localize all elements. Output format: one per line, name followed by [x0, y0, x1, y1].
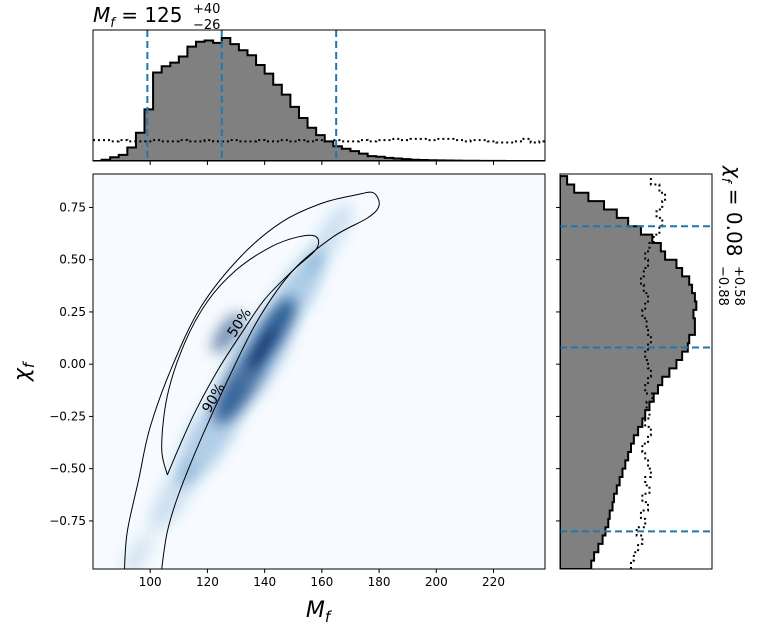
top-marginal-histogram: Mf = 125 +40 −26	[92, 2, 546, 165]
x-tick-label: 220	[482, 575, 505, 589]
right-marginal-histogram: χf = 0.08 +0.58 −0.88	[556, 165, 746, 570]
svg-text:χf = 0.08: χf = 0.08	[718, 165, 746, 256]
density-blob	[306, 202, 353, 273]
y-tick-label: 0.25	[59, 305, 86, 319]
y-tick-label: −0.25	[49, 409, 86, 423]
density-peak	[211, 312, 244, 354]
x-tick-label: 160	[310, 575, 333, 589]
right-panel-frame	[559, 173, 713, 570]
top-title: Mf = 125	[93, 3, 183, 31]
x-axis-label: Mf	[306, 598, 333, 626]
top-title-sup: +40	[193, 2, 220, 17]
right-title-sup: +0.58	[731, 266, 746, 306]
top-title-inf: −26	[193, 18, 220, 33]
y-tick-label: 0.00	[59, 357, 86, 371]
y-axis-label: χf	[10, 360, 38, 382]
contour-50	[161, 234, 320, 476]
x-tick-label: 200	[425, 575, 448, 589]
density-blob	[249, 328, 276, 368]
right-title-inf: −0.88	[715, 266, 730, 306]
right-prior-curve	[630, 176, 667, 569]
top-panel-frame	[92, 29, 546, 162]
x-tick-label: 180	[368, 575, 391, 589]
right-hist-fill	[560, 176, 697, 569]
right-hist-edge	[560, 175, 698, 569]
x-tick-label: 120	[196, 575, 219, 589]
y-tick-label: −0.75	[49, 514, 86, 528]
density-blob	[121, 532, 154, 569]
joint-density-panel: 50%90% 100 120 140 160 180 200 220 0.750.500.2…	[10, 173, 546, 626]
x-tick-label: 100	[139, 575, 162, 589]
y-tick-label: 0.50	[59, 253, 86, 267]
top-hist-fill	[93, 38, 545, 161]
y-tick-label: 0.75	[59, 200, 86, 214]
density-cloud	[121, 202, 353, 569]
x-tick-label: 140	[253, 575, 276, 589]
top-prior-curve	[93, 137, 545, 144]
y-tick-label: −0.50	[49, 462, 86, 476]
joint-panel-frame	[92, 173, 546, 570]
contour-90	[123, 191, 380, 569]
right-title: χf = 0.08 +0.58 −0.88	[715, 165, 746, 306]
